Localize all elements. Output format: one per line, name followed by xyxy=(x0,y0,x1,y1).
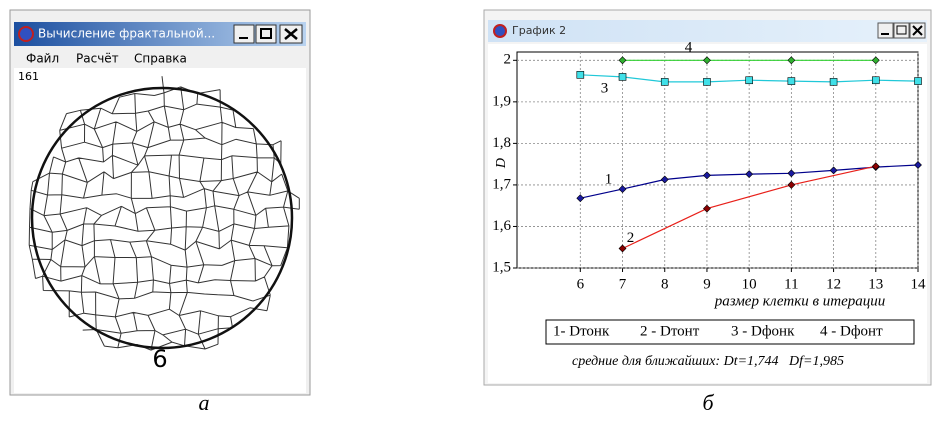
y-tick-label: 1,9 xyxy=(492,93,511,109)
marker xyxy=(619,73,626,80)
plot-area xyxy=(517,52,918,268)
marker xyxy=(746,77,753,84)
figure: Вычисление фрактальной... Файл Расчёт Сп… xyxy=(0,0,939,419)
marker xyxy=(915,78,922,85)
app-icon xyxy=(494,25,506,37)
menu-item[interactable]: Справка xyxy=(134,52,187,66)
window-buttons[interactable] xyxy=(234,25,302,43)
legend-entry: 3 - Dфонк xyxy=(731,323,795,339)
legend-entry: 1- Dтонк xyxy=(553,323,610,339)
footer: средние для ближайших: Dt=1,744 Df=1,985 xyxy=(572,354,844,369)
marker xyxy=(830,78,837,85)
y-axis-label: D xyxy=(494,158,509,169)
legend-entry: 4 - Dфонт xyxy=(820,323,883,339)
minimize-button[interactable] xyxy=(234,25,254,43)
marker xyxy=(788,78,795,85)
marker xyxy=(703,78,710,85)
x-tick-label: 7 xyxy=(619,276,627,292)
x-axis-label: размер клетки в итерации xyxy=(714,293,886,309)
y-tick-label: 1,5 xyxy=(492,259,511,275)
x-tick-label: 8 xyxy=(661,276,669,292)
y-tick-label: 2 xyxy=(504,52,512,68)
menu-item[interactable]: Файл xyxy=(26,52,59,66)
window-buttons[interactable] xyxy=(878,23,925,38)
y-tick-label: 1,8 xyxy=(492,135,511,151)
image-caption: 6 xyxy=(152,345,167,373)
maximize-button[interactable] xyxy=(894,23,909,38)
marker xyxy=(661,78,668,85)
left-window: Вычисление фрактальной... Файл Расчёт Сп… xyxy=(10,10,310,395)
x-tick-label: 13 xyxy=(868,276,883,292)
x-tick-label: 11 xyxy=(784,276,798,292)
y-tick-label: 1,6 xyxy=(492,218,511,234)
x-tick-label: 10 xyxy=(742,276,757,292)
x-tick-label: 14 xyxy=(911,276,927,292)
maximize-button[interactable] xyxy=(256,25,276,43)
curve-label: 4 xyxy=(685,40,693,56)
marker xyxy=(872,77,879,84)
legend-entry: 2 - Dтонт xyxy=(640,323,700,339)
window-title: График 2 xyxy=(512,24,566,37)
window-title: Вычисление фрактальной... xyxy=(38,27,215,41)
app-icon xyxy=(19,27,33,41)
x-tick-label: 9 xyxy=(703,276,711,292)
curve-label: 2 xyxy=(627,230,635,246)
minimize-button[interactable] xyxy=(878,23,893,38)
counter: 161 xyxy=(18,70,39,83)
menu-item[interactable]: Расчёт xyxy=(76,52,119,66)
panel-caption: б xyxy=(702,390,714,415)
y-tick-label: 1,7 xyxy=(492,176,511,192)
x-tick-label: 12 xyxy=(826,276,841,292)
curve-label: 1 xyxy=(605,172,613,188)
marker xyxy=(577,71,584,78)
x-tick-label: 6 xyxy=(577,276,585,292)
curve-label: 3 xyxy=(601,80,609,96)
panel-caption: а xyxy=(199,390,210,415)
